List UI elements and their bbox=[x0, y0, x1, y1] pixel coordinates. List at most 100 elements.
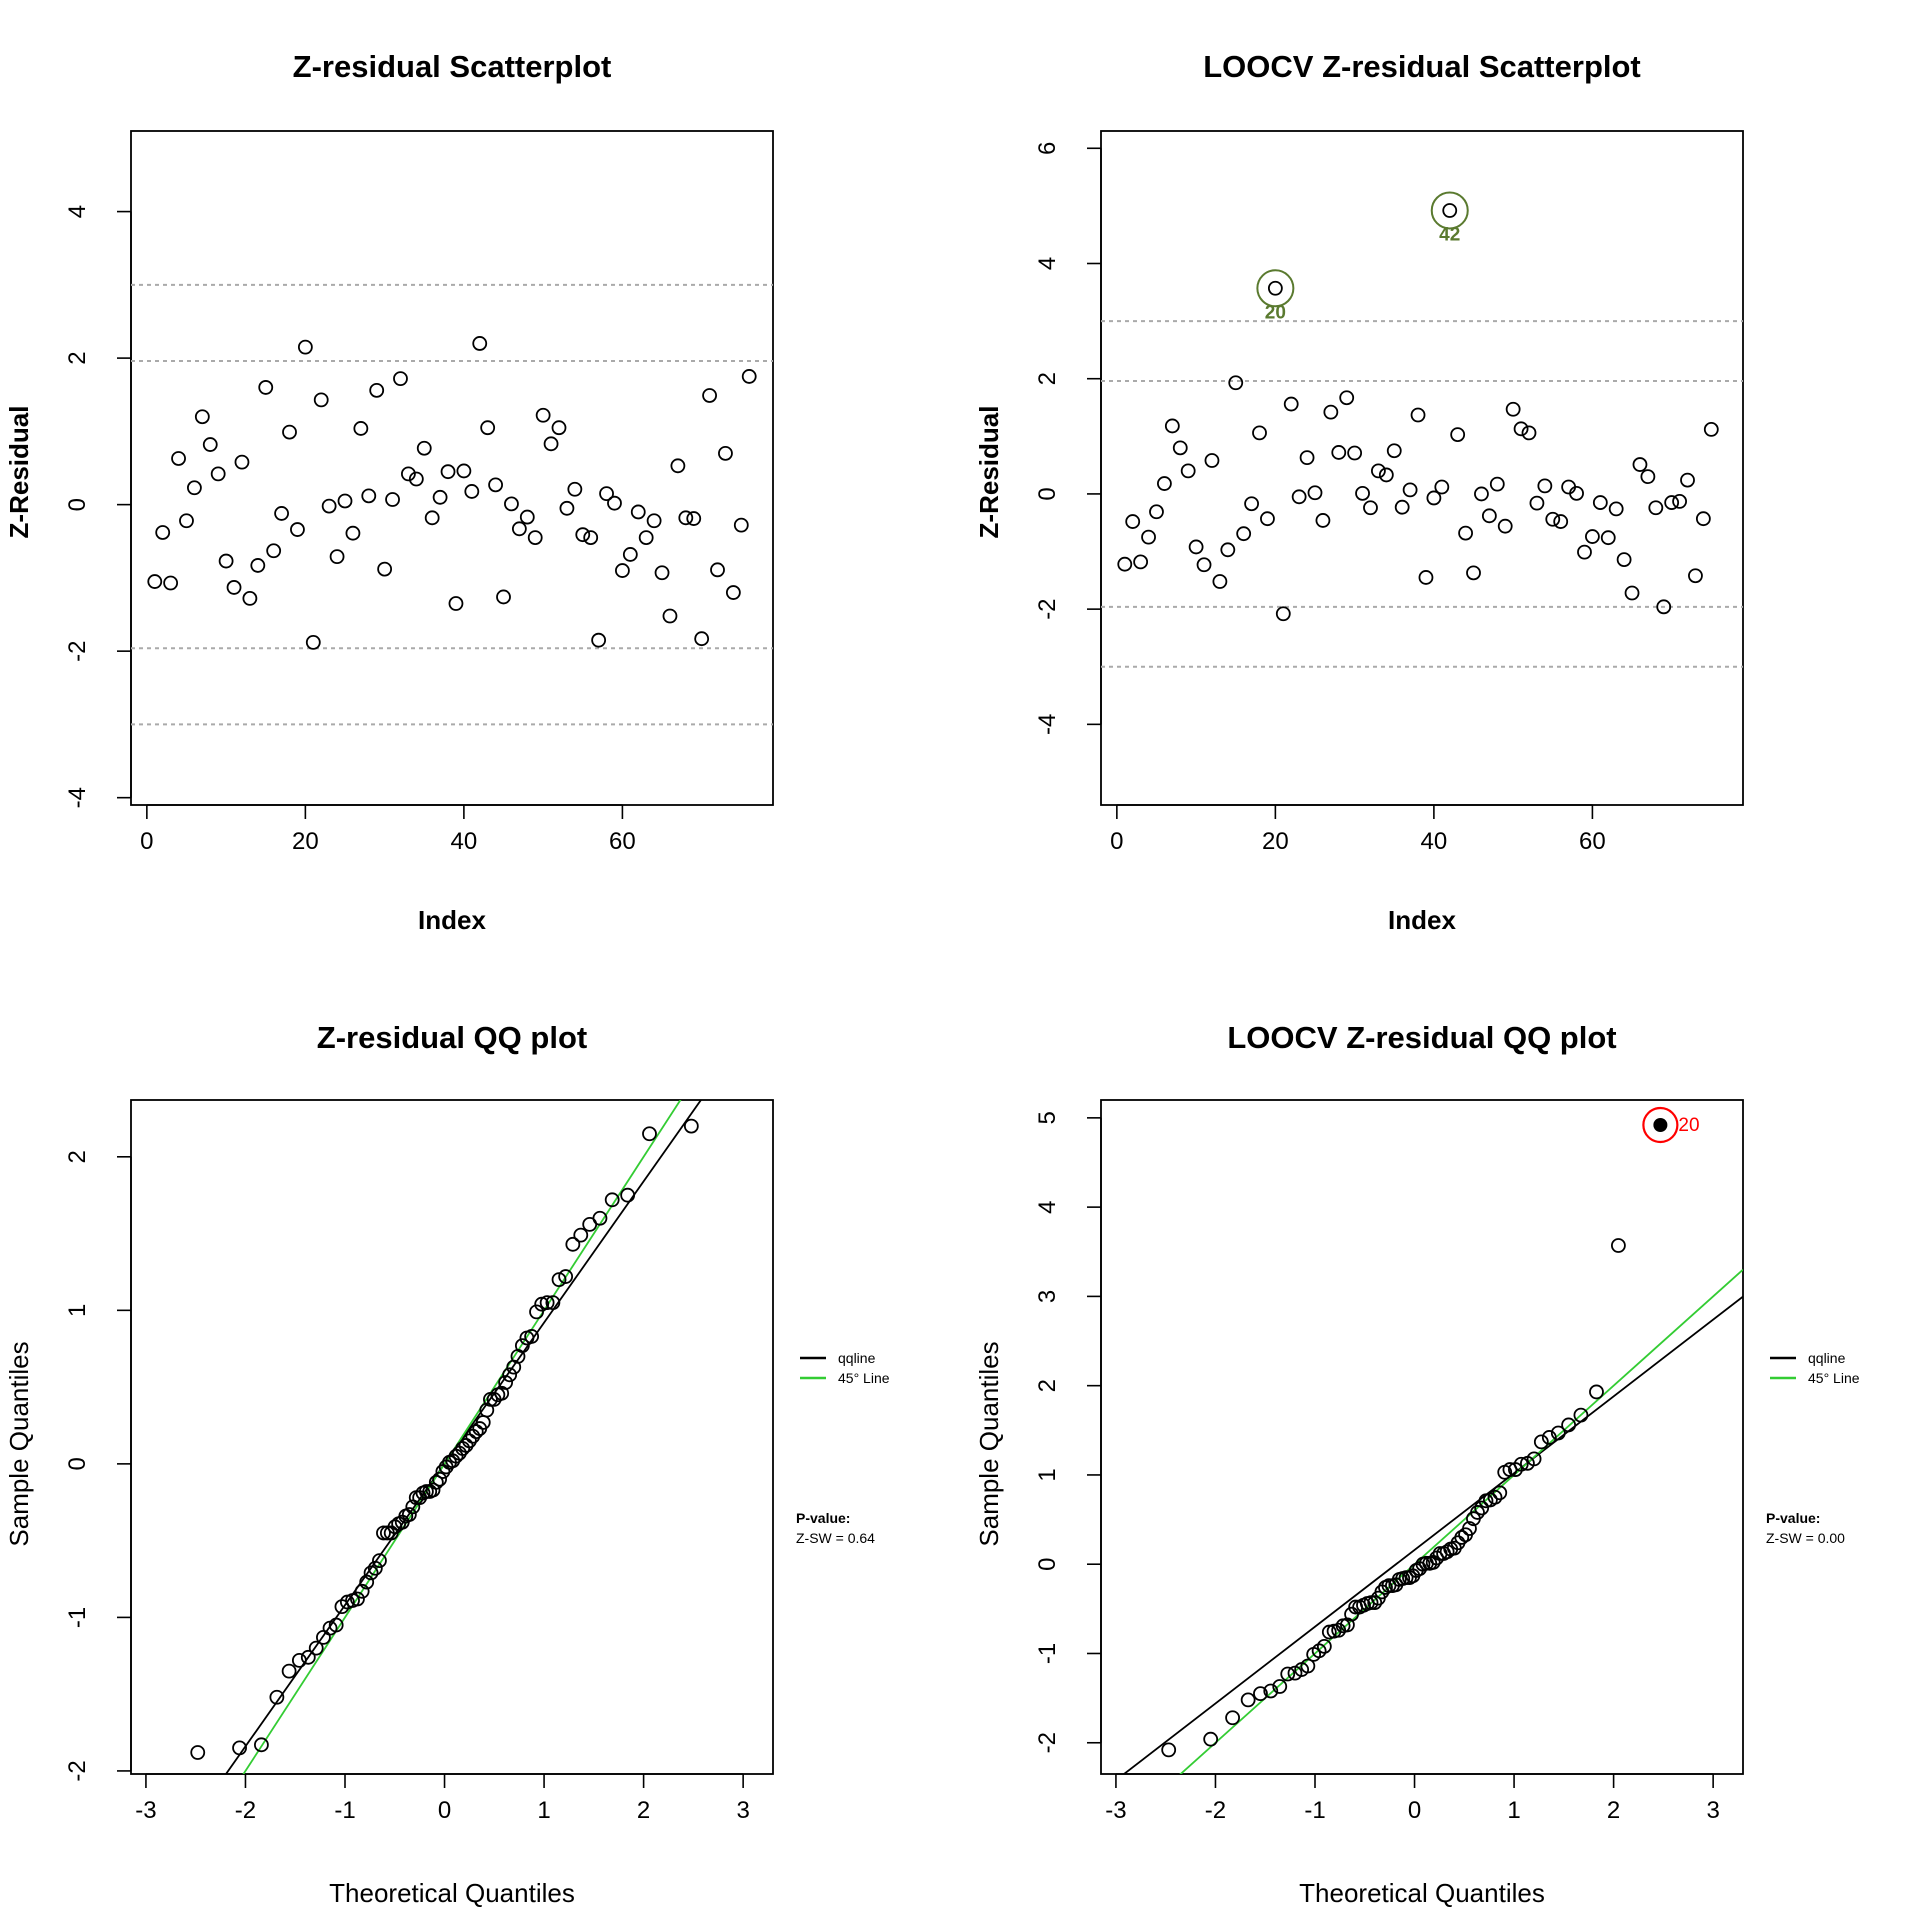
qq-point bbox=[1474, 1500, 1490, 1516]
data-point bbox=[1688, 568, 1703, 584]
loocv-scatterplot-panel: LOOCV Z-residual Scatterplot Index Z-Res… bbox=[974, 49, 1744, 935]
outlier-point bbox=[1653, 1117, 1668, 1132]
data-point bbox=[1133, 554, 1149, 570]
legend-45-line-label: 45° Line bbox=[838, 1370, 890, 1386]
y-tick-label: 5 bbox=[1034, 1111, 1061, 1124]
qq-point bbox=[1541, 1430, 1557, 1445]
y-axis-label: Sample Quantiles bbox=[974, 1341, 1004, 1546]
chart-title: Z-residual Scatterplot bbox=[293, 49, 612, 84]
data-point bbox=[377, 561, 393, 577]
qq-point bbox=[573, 1227, 589, 1243]
data-point bbox=[1299, 450, 1315, 466]
data-point bbox=[488, 477, 503, 493]
qq-point bbox=[558, 1269, 574, 1284]
data-point bbox=[1418, 570, 1434, 585]
data-point bbox=[1434, 479, 1450, 495]
data-point bbox=[1228, 375, 1244, 391]
data-point bbox=[1466, 565, 1481, 581]
data-point bbox=[622, 547, 638, 562]
data-point bbox=[385, 492, 400, 507]
data-point bbox=[1489, 476, 1505, 492]
data-point bbox=[408, 471, 424, 487]
y-tick-label: -2 bbox=[1034, 598, 1061, 619]
data-point bbox=[1553, 514, 1569, 529]
qq-point bbox=[387, 1519, 403, 1535]
x-tick-label: -2 bbox=[235, 1797, 256, 1824]
data-point bbox=[1640, 469, 1656, 485]
qq-point bbox=[539, 1295, 555, 1311]
qq-reference-line bbox=[1122, 1295, 1743, 1774]
x-tick-label: -2 bbox=[1205, 1797, 1226, 1824]
y-axis-label: Z-Residual bbox=[4, 406, 34, 539]
data-point bbox=[155, 525, 171, 540]
data-point bbox=[250, 558, 266, 573]
data-point bbox=[194, 409, 210, 425]
x-tick-label: -1 bbox=[1304, 1797, 1325, 1824]
data-point bbox=[1252, 425, 1267, 441]
clipped-content bbox=[1122, 1106, 1743, 1774]
qq-plot-panel: Z-residual QQ plot Theoretical Quantiles… bbox=[4, 1020, 890, 1908]
qq-point bbox=[1263, 1683, 1279, 1699]
data-point bbox=[1267, 280, 1283, 296]
qq-point bbox=[350, 1591, 365, 1607]
data-point bbox=[1608, 501, 1624, 517]
highlight-ring bbox=[1430, 191, 1469, 230]
x-axis-label: Theoretical Quantiles bbox=[1299, 1878, 1545, 1908]
data-point bbox=[1624, 585, 1640, 601]
qq-point bbox=[502, 1367, 518, 1383]
qq-point bbox=[359, 1574, 375, 1590]
plot-frame bbox=[130, 1099, 774, 1775]
qq-point bbox=[1439, 1544, 1455, 1560]
qq-reference-line bbox=[242, 1100, 682, 1774]
data-point bbox=[1172, 440, 1188, 456]
data-point bbox=[1355, 485, 1370, 501]
data-point bbox=[1204, 453, 1220, 468]
data-point bbox=[163, 575, 179, 591]
qq-point bbox=[428, 1474, 444, 1490]
qq-point bbox=[425, 1482, 441, 1498]
data-point bbox=[702, 388, 717, 403]
qq-point bbox=[683, 1118, 699, 1134]
data-point bbox=[1363, 500, 1378, 516]
chart-title: Z-residual QQ plot bbox=[317, 1020, 587, 1055]
y-tick-label: 2 bbox=[64, 1150, 91, 1163]
qq-point bbox=[479, 1402, 495, 1418]
data-point bbox=[480, 420, 496, 436]
qq-point bbox=[432, 1471, 448, 1487]
x-tick-label: 60 bbox=[1579, 828, 1606, 855]
chart-title: LOOCV Z-residual QQ plot bbox=[1227, 1020, 1616, 1055]
data-point bbox=[1371, 463, 1386, 479]
data-point bbox=[1450, 427, 1466, 442]
x-tick-label: -3 bbox=[1105, 1797, 1126, 1824]
data-point bbox=[179, 513, 194, 529]
qq-point bbox=[524, 1329, 540, 1344]
data-point bbox=[1220, 542, 1236, 558]
data-point bbox=[678, 510, 694, 526]
y-tick-label: -2 bbox=[64, 1760, 91, 1781]
data-point bbox=[527, 530, 543, 545]
data-point bbox=[1569, 485, 1584, 501]
data-point bbox=[1632, 457, 1648, 472]
data-point bbox=[1275, 606, 1291, 622]
x-tick-label: 20 bbox=[292, 828, 319, 855]
highlight-label: 20 bbox=[1265, 302, 1286, 323]
y-tick-label: -1 bbox=[64, 1607, 91, 1628]
qq-point bbox=[291, 1652, 307, 1668]
y-tick-label: 4 bbox=[64, 205, 91, 218]
data-point bbox=[456, 463, 472, 479]
qq-point bbox=[592, 1210, 608, 1226]
data-point bbox=[448, 596, 464, 611]
qq-point bbox=[232, 1740, 247, 1756]
x-tick-label: 1 bbox=[537, 1797, 550, 1824]
data-point bbox=[1680, 472, 1695, 488]
qq-point bbox=[1589, 1384, 1604, 1400]
data-point bbox=[345, 525, 361, 541]
plot-area: 0 20 40 60 -4 -2 0 2 4 bbox=[64, 130, 774, 855]
qq-point bbox=[1462, 1521, 1477, 1536]
qq-point bbox=[1470, 1505, 1485, 1520]
data-point bbox=[543, 436, 559, 452]
data-point bbox=[282, 424, 297, 440]
clipped-content bbox=[131, 283, 773, 726]
data-point bbox=[1703, 422, 1719, 437]
legend: qqline 45° Line bbox=[800, 1350, 890, 1386]
